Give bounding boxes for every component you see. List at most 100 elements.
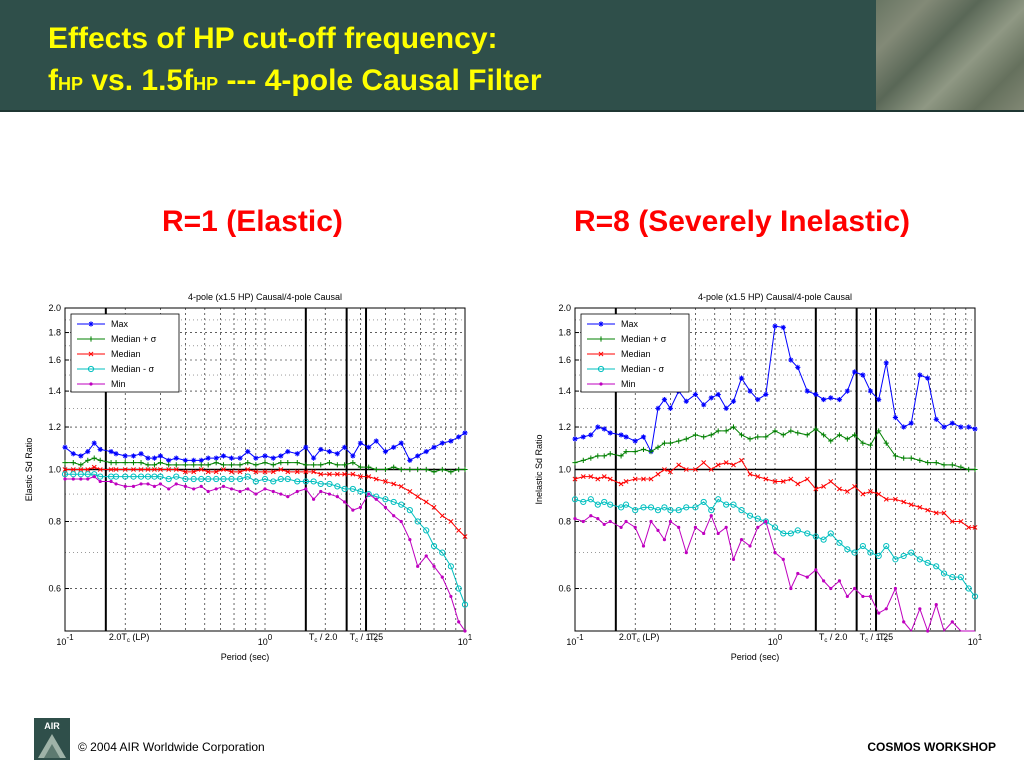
data-point-circle xyxy=(859,542,866,550)
data-point-dot xyxy=(596,516,600,521)
x-axis-label: Period (sec) xyxy=(221,652,270,662)
data-point-dot xyxy=(152,484,157,489)
data-point-plus xyxy=(138,460,144,466)
data-point-circle xyxy=(84,471,91,478)
vline-label: Tc xyxy=(879,632,888,644)
data-point-dot xyxy=(319,489,323,494)
data-point-plus xyxy=(326,460,333,466)
data-point-dot xyxy=(114,482,118,486)
data-point-plus xyxy=(917,457,923,463)
y-tick-label: 1.0 xyxy=(48,465,61,475)
data-point-circle xyxy=(667,507,674,514)
data-point-circle xyxy=(430,542,438,550)
data-point-star xyxy=(692,391,699,398)
data-point-dot xyxy=(327,492,332,496)
data-point-plus xyxy=(715,428,721,434)
data-point-star xyxy=(640,434,647,440)
data-point-x xyxy=(917,504,923,510)
data-point-plus xyxy=(601,453,607,459)
data-point-star xyxy=(772,323,778,329)
data-point-dot xyxy=(246,487,250,491)
vline-label: Tc xyxy=(369,632,378,644)
data-point-plus xyxy=(901,455,907,461)
data-point-dot xyxy=(573,516,577,521)
data-point-plus xyxy=(415,466,421,473)
data-point-dot xyxy=(416,564,420,568)
data-point-x xyxy=(641,476,646,482)
data-point-x xyxy=(448,519,454,524)
data-point-star xyxy=(883,360,889,366)
data-point-plus xyxy=(182,462,189,468)
data-point-star xyxy=(366,444,372,450)
data-point-star xyxy=(70,451,76,457)
data-point-circle xyxy=(406,507,413,514)
data-point-x xyxy=(941,510,947,516)
data-point-plus xyxy=(85,457,91,463)
data-point-x xyxy=(303,469,309,475)
x-tick-label: 101 xyxy=(458,633,473,647)
series-line xyxy=(65,457,465,473)
data-point-circle xyxy=(261,475,269,483)
data-point-x xyxy=(311,469,317,475)
data-point-x xyxy=(262,469,268,475)
data-point-dot xyxy=(731,557,736,561)
data-point-x xyxy=(867,489,873,494)
data-point-x xyxy=(391,481,397,487)
data-point-plus xyxy=(648,448,654,455)
series-line xyxy=(574,514,975,633)
data-point-x xyxy=(795,481,801,487)
data-point-x xyxy=(933,510,939,516)
data-point-circle xyxy=(738,507,745,514)
data-point-x xyxy=(342,471,348,477)
data-point-circle xyxy=(310,478,317,485)
data-point-circle xyxy=(762,518,769,525)
data-point-star xyxy=(851,369,858,375)
data-point-dot xyxy=(342,500,347,504)
data-point-plus xyxy=(366,464,372,470)
data-point-dot xyxy=(374,497,378,501)
data-point-plus xyxy=(640,446,647,453)
data-point-plus xyxy=(398,466,404,473)
data-point-x xyxy=(701,460,707,466)
data-point-dot xyxy=(893,586,898,591)
data-point-dot xyxy=(449,594,453,599)
data-point-plus xyxy=(391,464,397,470)
vline-label: Tc / 2.0 xyxy=(309,632,338,644)
series-line xyxy=(574,325,976,454)
data-point-plus xyxy=(145,462,151,468)
vline-label: 2.0Tc (LP) xyxy=(619,632,660,644)
data-point-x xyxy=(723,460,729,466)
vline-label: 2.0Tc (LP) xyxy=(109,632,150,644)
data-point-circle xyxy=(571,496,579,503)
title-part-hp-2: HP xyxy=(193,74,219,94)
legend-label: Median - σ xyxy=(111,364,155,374)
y-axis-label: Elastic Sd Ratio xyxy=(24,438,34,502)
data-point-circle xyxy=(594,501,601,508)
data-point-dot xyxy=(214,487,218,491)
legend-box xyxy=(580,313,690,393)
data-point-star xyxy=(198,457,204,463)
data-point-star xyxy=(780,324,786,331)
data-point-plus xyxy=(683,436,689,442)
data-point-circle xyxy=(302,478,309,485)
data-point-dot xyxy=(641,544,646,548)
data-point-plus xyxy=(205,462,211,468)
data-point-dot xyxy=(367,492,371,496)
data-point-star xyxy=(723,405,729,411)
data-point-x xyxy=(883,496,889,502)
y-tick-label: 0.6 xyxy=(558,584,571,594)
copyright-text: © 2004 AIR Worldwide Corporation xyxy=(78,740,265,754)
data-point-circle xyxy=(867,549,874,556)
data-point-plus xyxy=(431,469,437,475)
data-point-dot xyxy=(662,538,667,542)
series-line xyxy=(64,432,466,462)
x-tick-label: 100 xyxy=(258,633,273,647)
data-point-plus xyxy=(738,432,745,438)
data-point-dot xyxy=(581,519,585,524)
data-point-plus xyxy=(632,448,638,455)
data-point-circle xyxy=(661,504,668,511)
data-point-plus xyxy=(262,460,268,466)
data-point-star xyxy=(972,426,978,432)
data-point-circle xyxy=(87,365,95,373)
data-point-plus xyxy=(157,460,164,466)
